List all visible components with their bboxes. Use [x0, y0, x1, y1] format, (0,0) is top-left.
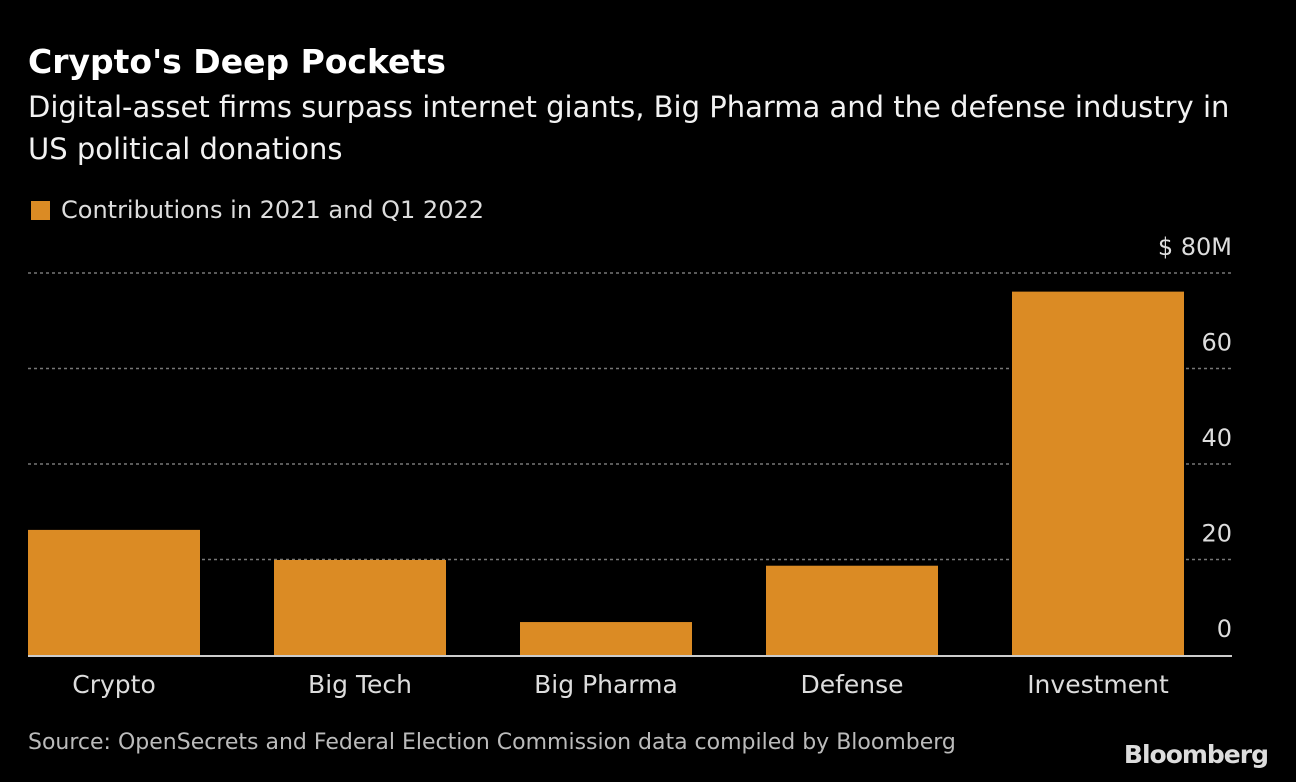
legend-label: Contributions in 2021 and Q1 2022 [61, 196, 485, 224]
y-tick-label: 20 [1201, 520, 1232, 548]
source-note: Source: OpenSecrets and Federal Election… [28, 730, 956, 755]
chart-subtitle: Digital-asset firms surpass internet gia… [28, 90, 1230, 166]
bar-defense [766, 565, 938, 655]
x-tick-label: Defense [800, 670, 903, 699]
x-tick-label: Investment [1027, 670, 1169, 699]
legend: Contributions in 2021 and Q1 2022 [31, 196, 484, 224]
x-tick-label: Big Pharma [534, 670, 678, 699]
y-tick-label: 0 [1217, 615, 1232, 643]
bar-big-pharma [520, 622, 692, 655]
bar-big-tech [274, 559, 446, 655]
legend-swatch [31, 200, 50, 220]
x-tick-label: Big Tech [308, 670, 412, 699]
y-tick-label: 40 [1201, 424, 1232, 452]
bar-investment [1012, 291, 1184, 655]
bar-crypto [28, 529, 200, 655]
y-tick-label: 60 [1201, 329, 1232, 357]
chart-title: Crypto's Deep Pockets [28, 42, 446, 81]
y-tick-label: $ 80M [1158, 233, 1232, 261]
bloomberg-logo: Bloomberg [1123, 740, 1269, 769]
x-tick-label: Crypto [72, 670, 156, 699]
